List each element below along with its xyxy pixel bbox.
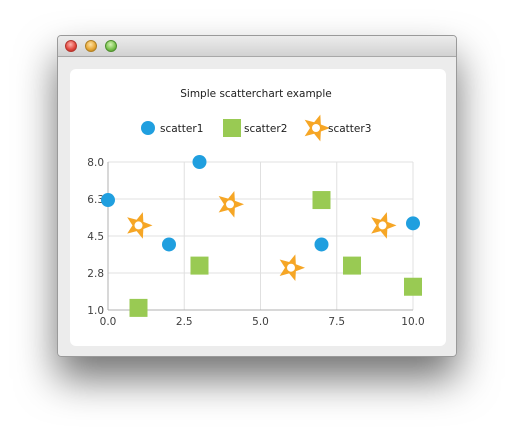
legend-label: scatter1 — [160, 123, 203, 135]
scatter1-point — [162, 237, 176, 252]
scatter1-point — [101, 193, 115, 208]
scatter2-point — [343, 256, 361, 275]
legend-marker-scatter3 — [304, 114, 330, 142]
x-tick-label: 7.5 — [328, 316, 345, 328]
x-tick-label: 5.0 — [252, 316, 269, 328]
data-points — [101, 155, 422, 317]
title-bar[interactable] — [58, 36, 456, 57]
x-tick-label: 10.0 — [401, 316, 424, 328]
y-tick-label: 4.5 — [87, 231, 104, 243]
minimize-button[interactable] — [85, 40, 97, 52]
scatter3-point — [279, 254, 305, 282]
scatter3-point — [218, 190, 244, 218]
scatter2-point — [129, 298, 148, 317]
scatter1-point — [192, 155, 207, 169]
legend-item-scatter2[interactable]: scatter2 — [223, 119, 287, 137]
legend-label: scatter3 — [328, 123, 371, 135]
tick-labels: 0.0 2.5 5.0 7.5 10.0 1.0 2.8 4.5 6.3 8.0 — [87, 157, 424, 328]
scatter-chart: Simple scatterchart example scatter1 scat… — [87, 88, 424, 328]
y-tick-label: 8.0 — [87, 157, 104, 169]
x-tick-label: 0.0 — [100, 316, 117, 328]
y-tick-label: 6.3 — [87, 194, 104, 206]
scatter2-point — [190, 256, 209, 275]
chart-view: Simple scatterchart example scatter1 scat… — [70, 69, 446, 346]
scatter3-point — [371, 212, 397, 239]
legend-item-scatter3[interactable]: scatter3 — [300, 111, 372, 143]
scatter2-point — [312, 191, 331, 210]
app-window: Simple scatterchart example scatter1 scat… — [57, 35, 457, 357]
legend-marker-scatter2 — [223, 119, 241, 137]
scatter2-point — [404, 277, 422, 296]
chart-title: Simple scatterchart example — [180, 88, 331, 100]
zoom-button[interactable] — [105, 40, 117, 52]
scatter1-point — [314, 237, 329, 252]
x-tick-label: 2.5 — [176, 316, 193, 328]
scatter1-point — [406, 216, 420, 231]
legend-item-scatter1[interactable]: scatter1 — [141, 121, 203, 135]
legend-marker-scatter1 — [141, 121, 155, 135]
grid — [107, 161, 414, 311]
y-tick-label: 2.8 — [87, 268, 104, 280]
y-tick-label: 1.0 — [87, 305, 104, 317]
scatter3-point — [127, 212, 153, 239]
close-button[interactable] — [65, 40, 77, 52]
legend: scatter1 scatter2 scatter3 — [141, 111, 372, 143]
legend-label: scatter2 — [244, 123, 287, 135]
